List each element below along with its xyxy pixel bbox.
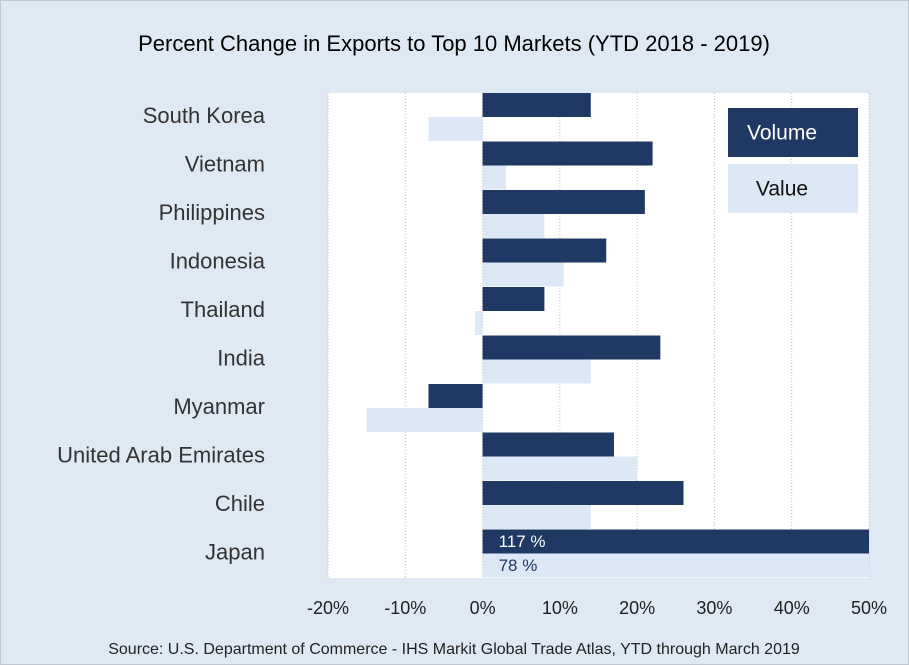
bar [482, 505, 591, 530]
bar [482, 481, 684, 506]
y-tick-label: United Arab Emirates [57, 443, 265, 468]
bars [366, 93, 869, 578]
bar [482, 359, 591, 384]
bar [482, 262, 564, 287]
legend-label: Volume [747, 122, 817, 145]
x-tick-label: 30% [696, 598, 732, 618]
y-tick-label: Chile [215, 491, 265, 516]
bar [428, 117, 483, 142]
bar [366, 408, 483, 433]
y-tick-label: Vietnam [185, 152, 265, 177]
legend-swatch [728, 164, 858, 213]
y-tick-label: Philippines [159, 200, 265, 225]
x-tick-label: 10% [542, 598, 578, 618]
bar [482, 93, 591, 118]
data-label: 117 % [499, 532, 546, 551]
legend-swatch [728, 108, 858, 157]
bar [482, 141, 653, 166]
y-tick-label: Thailand [181, 297, 265, 322]
x-tick-label: -10% [384, 598, 426, 618]
x-tick-label: 0% [470, 598, 496, 618]
y-tick-label: Japan [205, 540, 265, 565]
data-label: 78 % [499, 556, 538, 575]
labels: -20% -10% 0% 10% 20% 30% 40% 50% South Korea Viet… [57, 103, 887, 618]
bar [482, 432, 614, 457]
y-tick-label: Indonesia [170, 249, 266, 274]
bar [482, 238, 607, 263]
bar [482, 553, 869, 578]
y-tick-label: India [217, 346, 265, 371]
bar [482, 529, 869, 554]
bar [482, 456, 638, 481]
bar [482, 214, 545, 239]
legend-label: Value [756, 178, 808, 201]
x-tick-label: 20% [619, 598, 655, 618]
y-tick-label: South Korea [143, 103, 266, 128]
y-tick-label: Myanmar [173, 394, 265, 419]
x-tick-label: 50% [851, 598, 887, 618]
bar [482, 287, 545, 312]
chart-title: Percent Change in Exports to Top 10 Mark… [138, 31, 770, 56]
bar [482, 165, 506, 190]
x-tick-label: 40% [774, 598, 810, 618]
x-tick-label: -20% [307, 598, 349, 618]
bar [474, 311, 483, 336]
bar [482, 190, 645, 215]
bar [482, 335, 661, 360]
source-note: Source: U.S. Department of Commerce - IH… [108, 641, 800, 658]
bar [428, 384, 483, 409]
